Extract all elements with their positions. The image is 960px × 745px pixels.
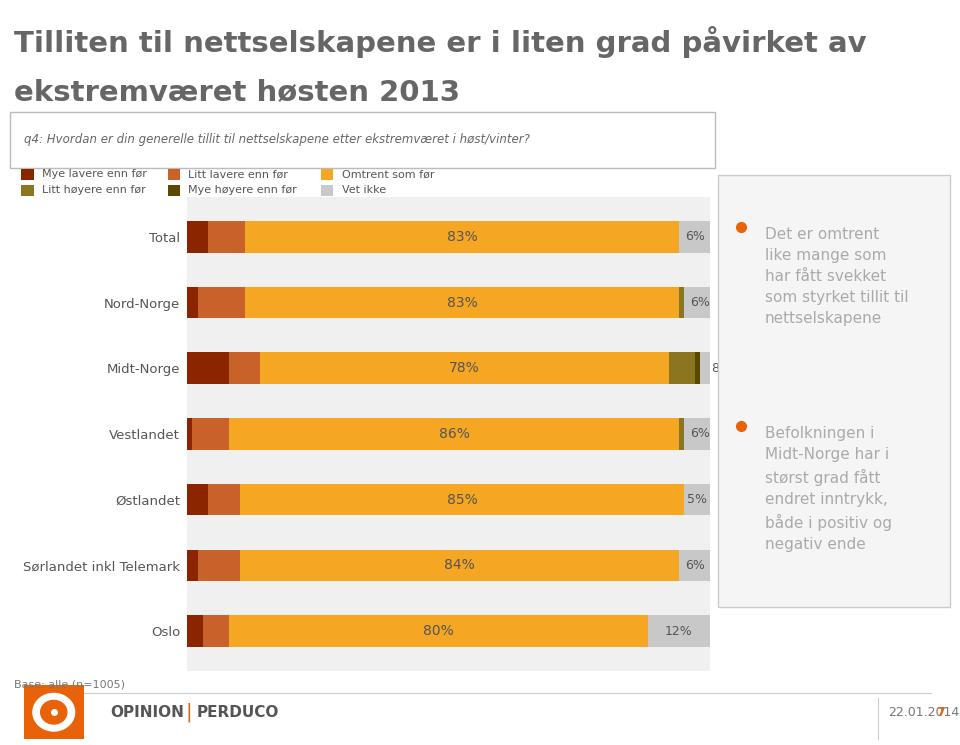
Bar [198, 287, 245, 318]
Bar [168, 169, 180, 180]
Text: 86%: 86% [439, 427, 469, 441]
Text: 6%: 6% [690, 296, 709, 309]
Text: 6%: 6% [690, 428, 709, 440]
Text: OPINION: OPINION [110, 705, 184, 720]
Bar [229, 615, 648, 647]
FancyBboxPatch shape [718, 175, 950, 607]
Bar [245, 221, 679, 253]
Text: Base: alle (n=1005): Base: alle (n=1005) [14, 679, 126, 689]
Bar [187, 221, 208, 253]
Text: ekstremværet høsten 2013: ekstremværet høsten 2013 [14, 78, 461, 107]
Bar [21, 185, 34, 196]
Text: 6%: 6% [684, 559, 705, 572]
Text: 83%: 83% [446, 230, 477, 244]
Polygon shape [33, 694, 75, 731]
Bar [700, 352, 742, 384]
Bar [245, 287, 679, 318]
Bar [684, 484, 710, 516]
Bar [203, 615, 229, 647]
Bar [679, 221, 710, 253]
Bar [208, 484, 240, 516]
Text: 6%: 6% [684, 230, 705, 244]
Bar [679, 287, 684, 318]
Text: 8%: 8% [710, 362, 731, 375]
Text: 83%: 83% [446, 296, 477, 310]
Text: 22.01.2014: 22.01.2014 [888, 706, 959, 719]
Text: 7: 7 [936, 706, 945, 719]
Polygon shape [40, 700, 67, 724]
Bar [229, 352, 260, 384]
Bar [187, 352, 229, 384]
Bar [187, 287, 198, 318]
Bar [695, 352, 700, 384]
Text: PERDUCO: PERDUCO [197, 705, 279, 720]
Bar [229, 418, 679, 450]
Bar [240, 484, 684, 516]
Text: 78%: 78% [449, 361, 480, 375]
Bar [21, 169, 34, 180]
Bar [208, 221, 245, 253]
Bar [321, 169, 333, 180]
Text: Tilliten til nettselskapene er i liten grad påvirket av: Tilliten til nettselskapene er i liten g… [14, 26, 867, 58]
Bar [648, 615, 710, 647]
Text: |: | [185, 703, 192, 722]
Text: Mye høyere enn før: Mye høyere enn før [188, 186, 298, 195]
Text: Litt lavere enn før: Litt lavere enn før [188, 169, 288, 180]
Text: 80%: 80% [423, 624, 454, 638]
Bar [187, 418, 192, 450]
Text: Mye lavere enn før: Mye lavere enn før [42, 169, 147, 180]
Text: Litt høyere enn før: Litt høyere enn før [42, 186, 146, 195]
Text: 12%: 12% [665, 624, 693, 638]
Bar [240, 550, 679, 581]
Text: 85%: 85% [446, 492, 477, 507]
Bar [684, 287, 715, 318]
Text: Det er omtrent
like mange som
har fått svekket
som styrket tillit til
nettselska: Det er omtrent like mange som har fått s… [764, 227, 908, 326]
Bar [187, 615, 203, 647]
Bar [679, 418, 684, 450]
Bar [187, 550, 198, 581]
Text: 5%: 5% [687, 493, 708, 506]
FancyBboxPatch shape [10, 112, 715, 168]
Text: 84%: 84% [444, 558, 474, 572]
Text: Omtrent som før: Omtrent som før [342, 169, 434, 180]
Bar [684, 418, 715, 450]
Bar [260, 352, 668, 384]
Text: q4: Hvordan er din generelle tillit til nettselskapene etter ekstremværet i høst: q4: Hvordan er din generelle tillit til … [24, 133, 530, 146]
Bar [192, 418, 229, 450]
Text: Befolkningen i
Midt-Norge har i
størst grad fått
endret inntrykk,
både i positiv: Befolkningen i Midt-Norge har i størst g… [764, 425, 892, 552]
Bar [679, 550, 710, 581]
Bar [187, 484, 208, 516]
FancyBboxPatch shape [21, 682, 86, 742]
Text: Vet ikke: Vet ikke [342, 186, 386, 195]
Bar [198, 550, 240, 581]
Bar [668, 352, 695, 384]
Bar [168, 185, 180, 196]
Bar [321, 185, 333, 196]
